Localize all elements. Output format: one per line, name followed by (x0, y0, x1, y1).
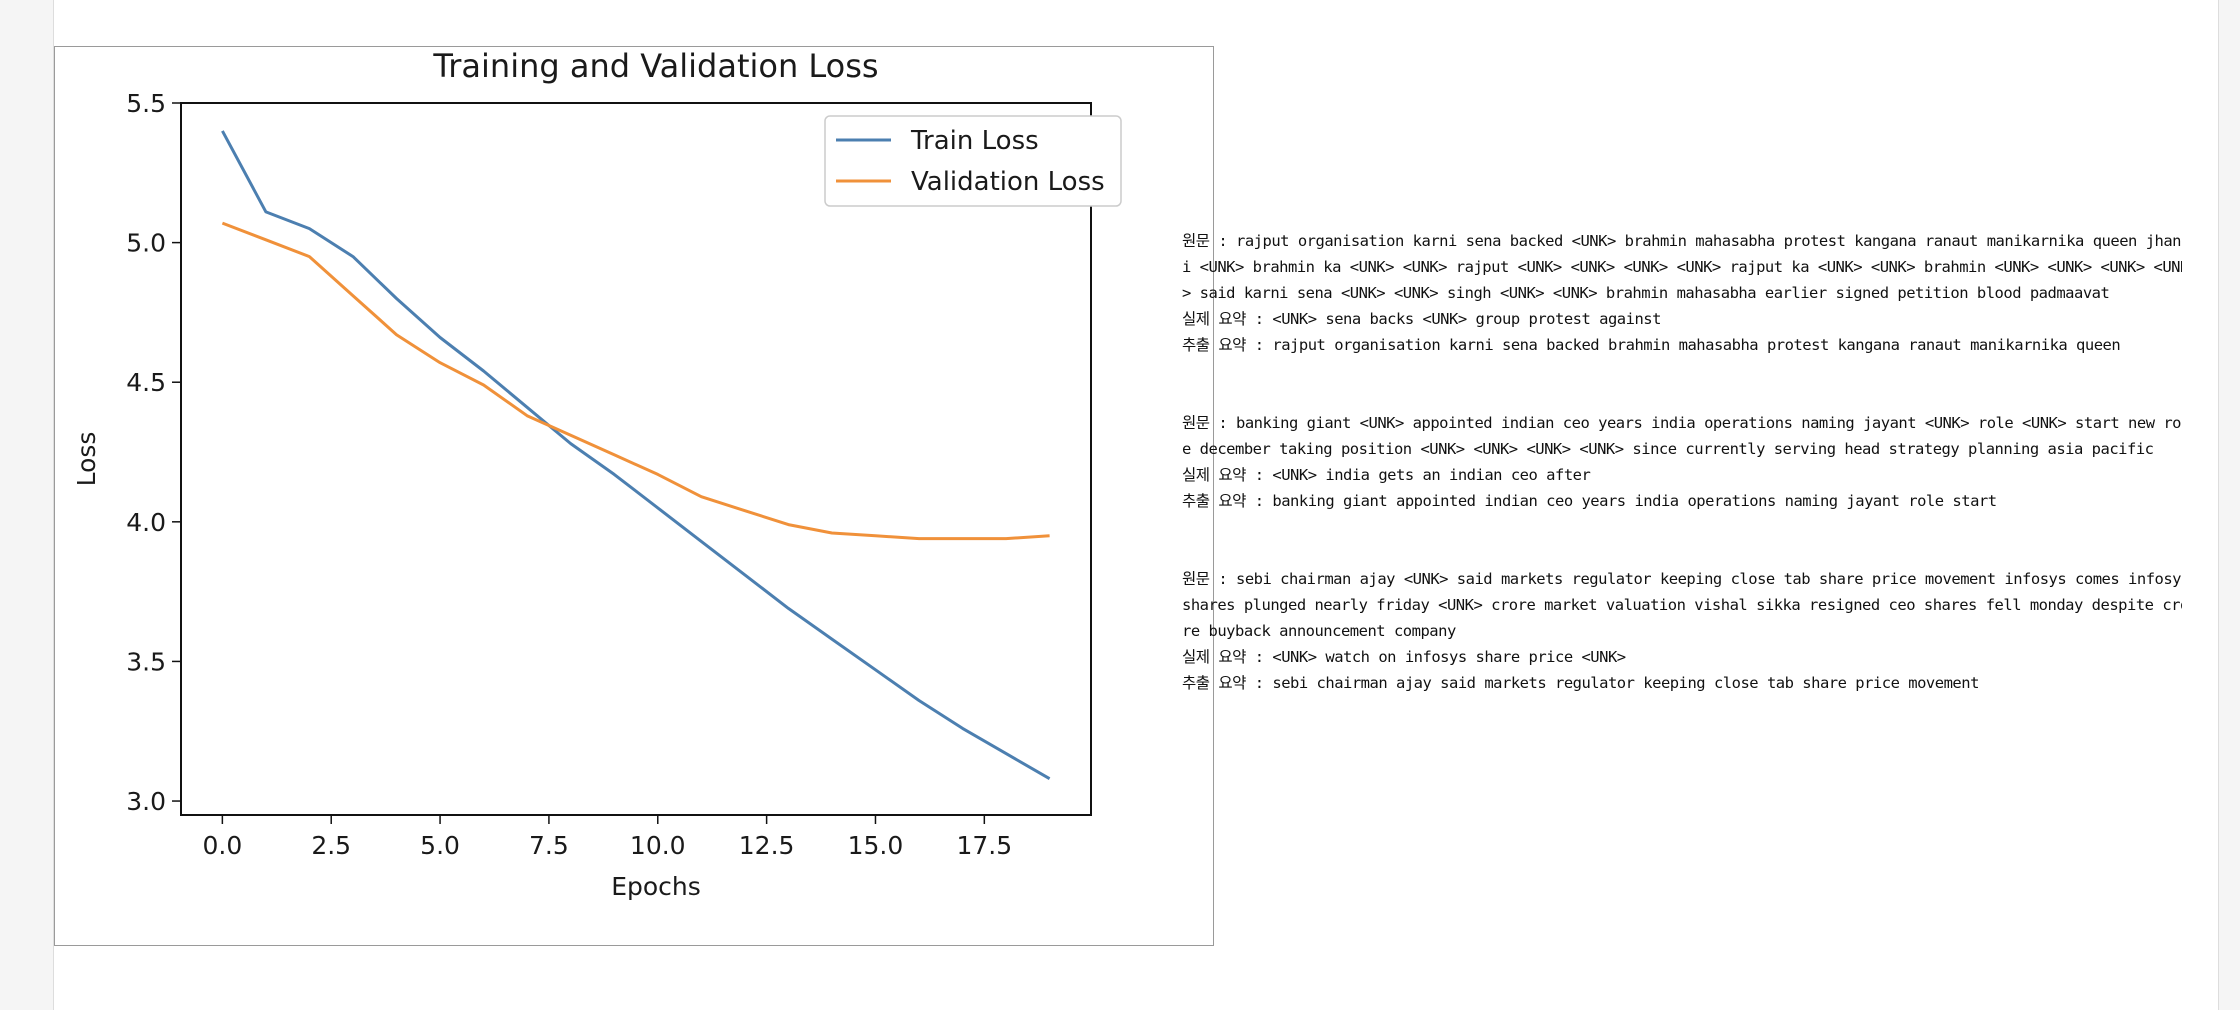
legend-box (824, 115, 1122, 207)
chart-legend: Train Loss Validation Loss (824, 115, 1122, 207)
legend-label-validation: Validation Loss (911, 167, 1105, 197)
original-text-line: shares plunged nearly friday <UNK> crore… (1182, 596, 2182, 614)
x-axis-label: Epochs (611, 872, 701, 901)
train-loss-line (221, 130, 1051, 780)
x-tick-label: 2.5 (311, 831, 351, 860)
x-tick-label: 7.5 (529, 831, 569, 860)
notebook-left-gutter (0, 0, 54, 1010)
predicted-summary: 추출 요약 : rajput organisation karni sena b… (1182, 336, 2121, 354)
validation-loss-line (221, 221, 1050, 541)
predicted-summary: 추출 요약 : banking giant appointed indian c… (1182, 492, 1997, 510)
x-tick-label: 17.5 (956, 831, 1012, 860)
chart-title: Training and Validation Loss (432, 47, 878, 85)
y-tick-label: 3.0 (126, 787, 166, 816)
y-tick-label: 5.5 (126, 89, 166, 118)
original-text-line: i <UNK> brahmin ka <UNK> <UNK> rajput <U… (1182, 258, 2182, 276)
sample-block: 원문 : rajput organisation karni sena back… (1182, 228, 2182, 358)
x-tick-label: 12.5 (739, 831, 795, 860)
original-text-line: > said karni sena <UNK> <UNK> singh <UNK… (1182, 284, 2110, 302)
x-tick-label: 0.0 (202, 831, 242, 860)
x-tick-label: 10.0 (630, 831, 686, 860)
sample-block: 원문 : sebi chairman ajay <UNK> said marke… (1182, 566, 2182, 696)
y-tick-label: 4.0 (126, 508, 166, 537)
legend-label-train: Train Loss (910, 126, 1039, 156)
loss-chart: Training and Validation Loss 0.0 2.5 5.0 7.… (72, 47, 1122, 901)
x-tick-label: 5.0 (420, 831, 460, 860)
summary-output: 원문 : rajput organisation karni sena back… (1182, 228, 2182, 696)
plot-area (180, 102, 1092, 816)
y-tick-label: 4.5 (126, 368, 166, 397)
sample-separator (1182, 358, 2182, 410)
sample-block: 원문 : banking giant <UNK> appointed india… (1182, 410, 2182, 514)
actual-summary: 실제 요약 : <UNK> watch on infosys share pri… (1182, 648, 1626, 666)
predicted-summary: 추출 요약 : sebi chairman ajay said markets … (1182, 674, 1979, 692)
x-tick-label: 15.0 (848, 831, 904, 860)
y-axis-ticks: 3.0 3.5 4.0 4.5 5.0 5.5 (126, 89, 181, 816)
original-text-line: 원문 : rajput organisation karni sena back… (1182, 232, 2182, 250)
original-text-line: 원문 : banking giant <UNK> appointed india… (1182, 414, 2182, 432)
sample-separator (1182, 514, 2182, 566)
y-axis-label: Loss (72, 432, 101, 487)
chart-figure: Training and Validation Loss 0.0 2.5 5.0 7.… (54, 46, 1214, 946)
original-text-line: e december taking position <UNK> <UNK> <… (1182, 440, 2154, 458)
original-text-line: 원문 : sebi chairman ajay <UNK> said marke… (1182, 570, 2182, 588)
original-text-line: re buyback announcement company (1182, 622, 1456, 640)
y-tick-label: 3.5 (126, 647, 166, 676)
x-axis-ticks: 0.0 2.5 5.0 7.5 10.0 12.5 15.0 17.5 (202, 815, 1012, 860)
notebook-scrollbar[interactable] (2218, 0, 2240, 1010)
actual-summary: 실제 요약 : <UNK> sena backs <UNK> group pro… (1182, 310, 1661, 328)
series-lines (221, 130, 1051, 780)
y-tick-label: 5.0 (126, 229, 166, 258)
actual-summary: 실제 요약 : <UNK> india gets an indian ceo a… (1182, 466, 1591, 484)
